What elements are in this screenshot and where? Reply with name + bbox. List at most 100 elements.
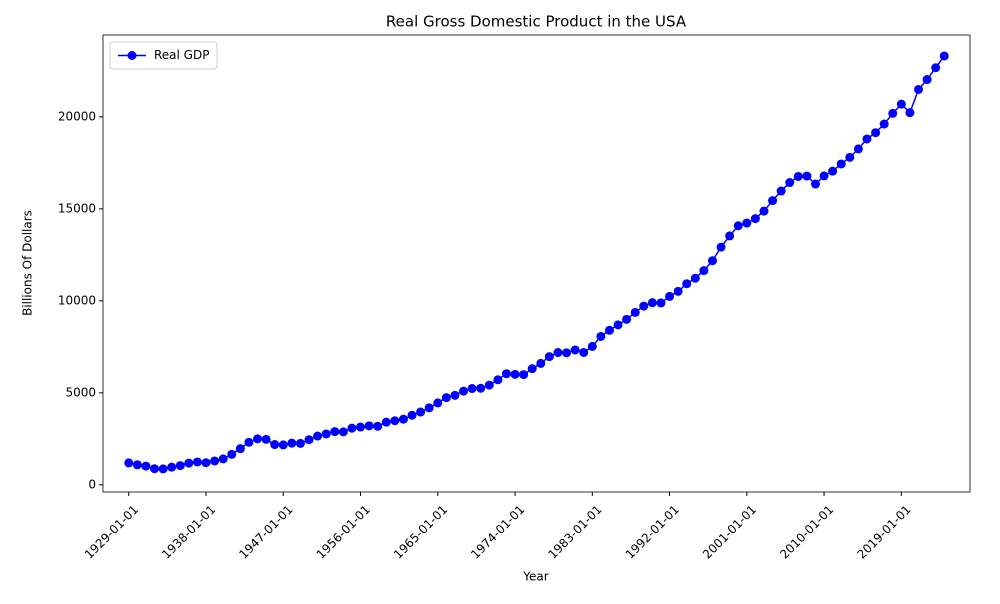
data-point [922,75,932,85]
data-point [819,171,829,181]
data-point [810,179,820,189]
data-point [785,178,795,188]
data-point [373,421,383,431]
data-point [510,369,520,379]
plot-frame [102,34,971,493]
data-point [132,460,142,470]
y-tick-label: 5000 [65,385,96,399]
data-point [931,63,941,73]
data-point [905,108,915,118]
data-point [338,427,348,437]
data-point [647,298,657,308]
data-point [201,458,211,468]
x-tick-label: 1956-01-01 [314,502,373,561]
data-point [235,444,245,454]
data-point [321,429,331,439]
data-point [579,347,589,357]
data-line [128,55,945,470]
data-point [381,417,391,427]
data-point [699,266,709,276]
data-point [398,414,408,424]
data-point [562,348,572,358]
data-point [484,380,494,390]
data-point [604,325,614,335]
x-tick-label: 1938-01-01 [159,502,218,561]
data-point [416,407,426,417]
data-point [553,348,563,358]
data-point [441,393,451,403]
data-point [227,449,237,459]
data-point [476,383,486,393]
x-tick-label: 1983-01-01 [545,502,604,561]
data-point [218,454,228,464]
data-point [407,410,417,420]
data-point [656,298,666,308]
data-point [913,84,923,94]
data-point [304,435,314,445]
data-point [665,291,675,301]
data-point [519,370,529,380]
x-tick-label: 1992-01-01 [623,502,682,561]
legend-marker [127,51,137,60]
data-point [450,390,460,400]
data-point [690,273,700,283]
data-point [836,159,846,169]
data-point [768,196,778,206]
data-point [639,301,649,311]
data-point [536,358,546,368]
data-point [879,119,889,129]
data-point [390,416,400,426]
data-point [459,386,469,396]
data-point [167,462,177,472]
data-point [150,464,160,474]
data-point [673,286,683,296]
data-point [261,434,271,444]
data-point [845,152,855,162]
data-point [750,214,760,224]
data-point [828,166,838,176]
data-point [630,307,640,317]
y-tick-label: 10000 [58,293,96,307]
data-point [733,221,743,231]
data-point [725,231,735,241]
x-tick-label: 1929-01-01 [82,502,141,561]
data-point [793,171,803,181]
data-point [141,461,151,471]
x-tick-label: 1974-01-01 [468,502,527,561]
data-point [184,458,194,468]
chart-title: Real Gross Domestic Product in the USA [386,13,687,31]
data-point [896,99,906,109]
data-point [802,171,812,181]
data-point [433,398,443,408]
data-point [776,186,786,196]
data-point [853,144,863,154]
data-point [356,422,366,432]
data-point [313,431,323,441]
x-tick-label: 2010-01-01 [777,502,836,561]
legend-box [109,41,218,70]
data-point [759,206,769,216]
data-point [613,320,623,330]
data-point [871,128,881,138]
data-point [622,314,632,324]
data-point [270,440,280,450]
legend-label: Real GDP [154,48,209,62]
data-point [527,364,537,374]
data-point [330,427,340,437]
data-point [587,341,597,351]
data-point [278,440,288,450]
data-point [287,438,297,448]
y-tick-label: 15000 [58,201,96,215]
data-point [158,464,168,474]
x-tick-label: 2001-01-01 [700,502,759,561]
data-point [467,383,477,393]
y-axis-label: Billions Of Dollars [21,210,35,316]
data-point [493,375,503,385]
data-point [682,279,692,289]
data-point [347,423,357,433]
data-point [742,218,752,228]
x-tick-label: 1947-01-01 [236,502,295,561]
data-point [888,108,898,118]
y-tick-label: 0 [88,477,96,491]
